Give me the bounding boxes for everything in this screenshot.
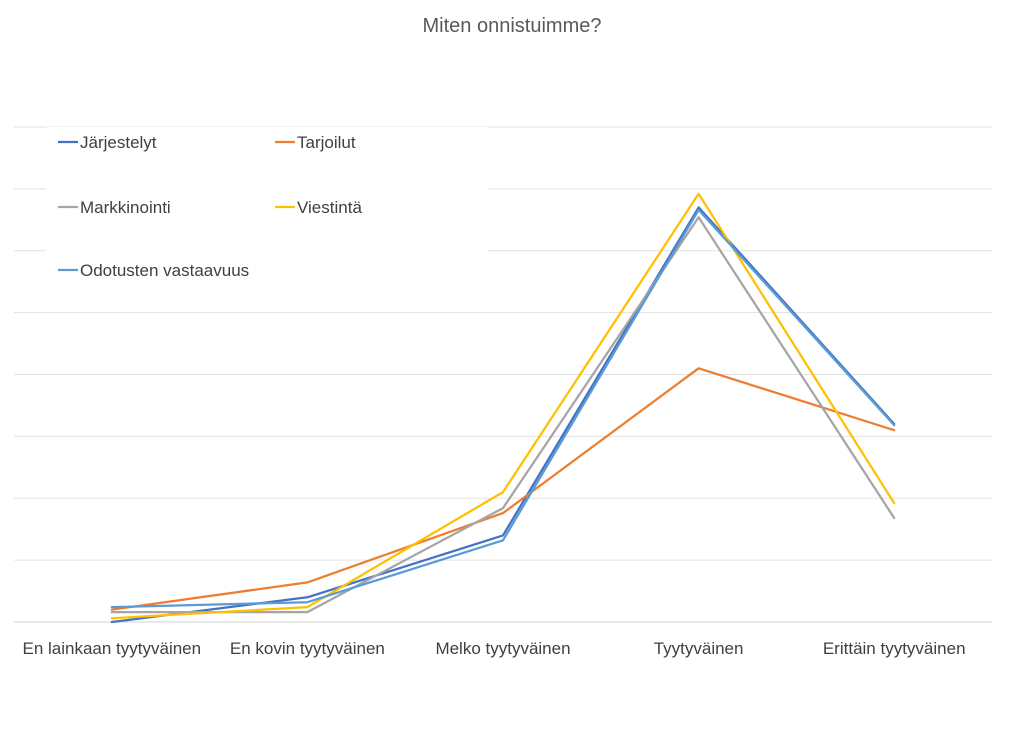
- legend-label: Markkinointi: [80, 198, 171, 217]
- series-line-1: [110, 206, 896, 624]
- x-tick-label: Erittäin tyytyväinen: [823, 639, 966, 658]
- legend-label: Tarjoilut: [297, 133, 356, 152]
- chart-title: Miten onnistuimme?: [423, 15, 602, 37]
- legend-label: Järjestelyt: [80, 133, 157, 152]
- series-lines: [110, 192, 896, 624]
- series-line-5: [110, 208, 896, 609]
- x-tick-label: Tyytyväinen: [654, 639, 744, 658]
- series-line-2: [110, 367, 896, 611]
- series-line-4: [110, 192, 896, 620]
- x-tick-label: En lainkaan tyytyväinen: [22, 639, 201, 658]
- legend-background: [46, 127, 488, 287]
- x-tick-label: Melko tyytyväinen: [435, 639, 570, 658]
- x-axis-tick-labels: En lainkaan tyytyväinen En kovin tyytyväi…: [22, 639, 965, 658]
- series-line-3: [110, 216, 896, 614]
- legend: Järjestelyt Tarjoilut Markkinointi Viestint…: [46, 127, 488, 287]
- x-tick-label: En kovin tyytyväinen: [230, 639, 385, 658]
- legend-label: Odotusten vastaavuus: [80, 261, 249, 280]
- legend-label: Viestintä: [297, 198, 362, 217]
